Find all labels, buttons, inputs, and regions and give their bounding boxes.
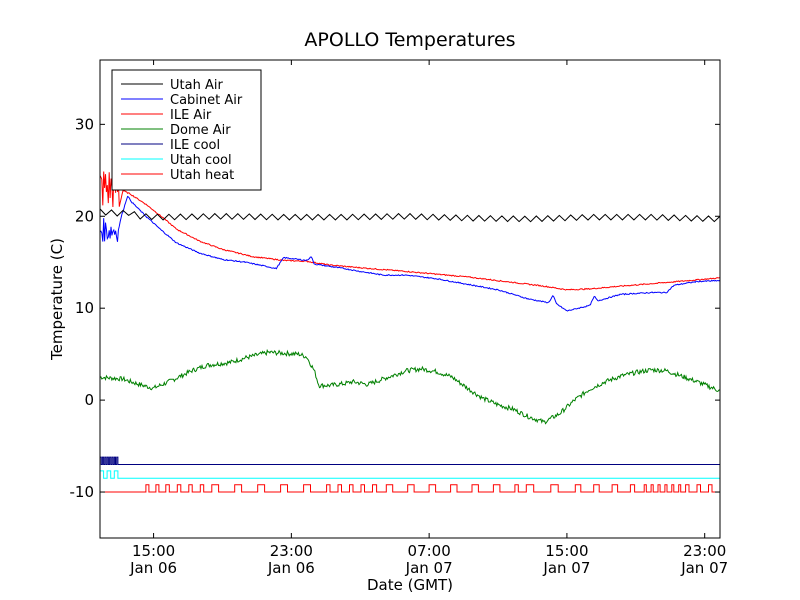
series-line-cabinet-air [100, 195, 720, 312]
legend-label-dome-air: Dome Air [170, 123, 231, 138]
x-tick-time-label: 23:00 [683, 542, 726, 560]
y-tick-label: 30 [75, 115, 94, 133]
legend-box [111, 69, 262, 191]
plot-frame [99, 59, 721, 539]
x-tick-time-label: 07:00 [408, 542, 451, 560]
series-line-utah-cool [100, 470, 720, 479]
series-line-dome-air [100, 348, 720, 425]
x-tick-date-label: Jan 07 [680, 559, 728, 577]
x-tick-date-label: Jan 07 [405, 559, 453, 577]
series-line-utah-heat [100, 484, 720, 493]
legend-label-cabinet-air: Cabinet Air [170, 93, 243, 108]
x-tick-time-label: 15:00 [132, 542, 175, 560]
x-tick-time-label: 15:00 [545, 542, 588, 560]
x-tick-date-label: Jan 06 [129, 559, 177, 577]
y-axis: 30 20 10 0 -10 [70, 115, 720, 501]
y-tick-label: 10 [75, 299, 94, 317]
y-tick-label: 0 [84, 391, 94, 409]
x-tick-date-label: Jan 07 [542, 559, 590, 577]
series-line-utah-air [100, 208, 720, 223]
x-tick-date-label: Jan 06 [267, 559, 315, 577]
y-tick-label: -10 [70, 483, 95, 501]
legend-label-ile-air: ILE Air [170, 108, 212, 123]
series-layer [100, 168, 720, 493]
x-axis-label: Date (GMT) [367, 576, 453, 594]
legend-label-utah-air: Utah Air [170, 78, 223, 93]
x-tick-time-label: 23:00 [270, 542, 313, 560]
chart-title: APOLLO Temperatures [304, 29, 515, 51]
legend-label-ile-cool: ILE cool [170, 138, 220, 153]
series-line-ile-air [100, 168, 720, 291]
y-tick-label: 20 [75, 207, 94, 225]
series-line-ile-cool [100, 456, 720, 466]
y-axis-label: Temperature (C) [48, 238, 66, 361]
legend-label-utah-heat: Utah heat [170, 168, 234, 183]
legend-label-utah-cool: Utah cool [170, 153, 232, 168]
